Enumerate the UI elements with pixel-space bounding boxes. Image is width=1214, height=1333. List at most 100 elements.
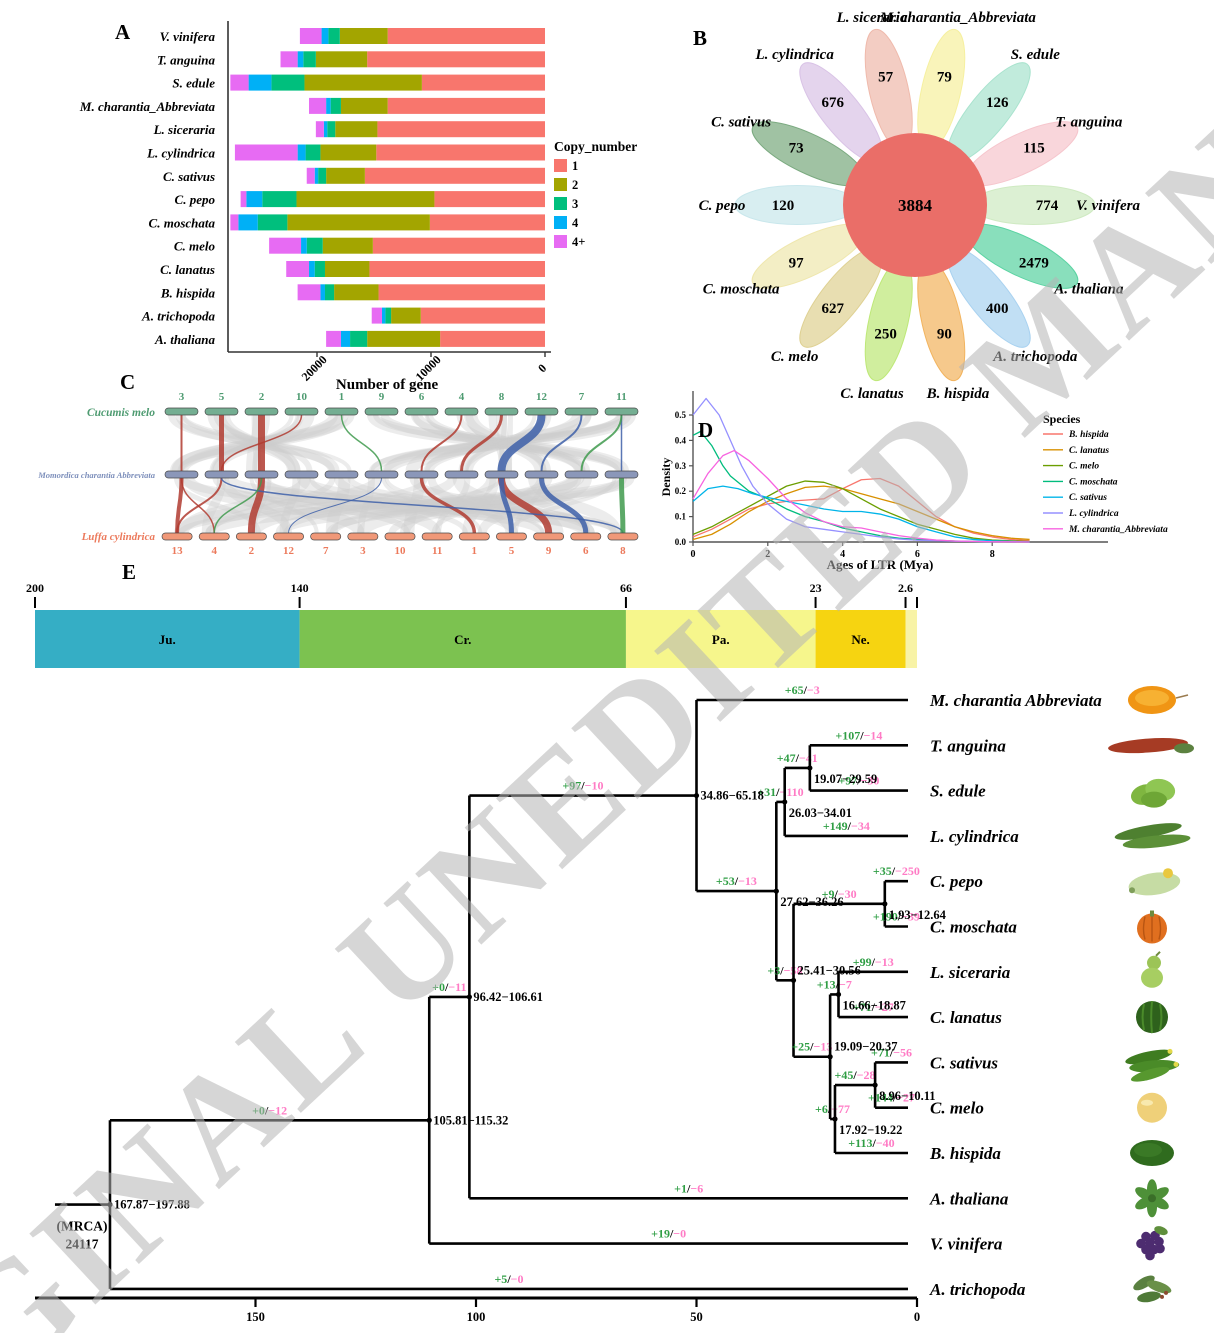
branch-gain-loss-label: +65/−3 xyxy=(785,683,820,697)
synteny-link xyxy=(209,477,336,534)
bar-category-label: L. cylindrica xyxy=(146,146,215,161)
legend-item-label: 4 xyxy=(572,216,579,230)
x-axis-tick-label: 2 xyxy=(765,549,770,560)
tree-node-dot xyxy=(466,994,472,1000)
synteny-link xyxy=(309,477,468,534)
chromosome-number: 3 xyxy=(179,391,185,403)
synteny-link xyxy=(247,477,265,534)
chromosome-bar xyxy=(524,407,559,416)
chromosome-number: 10 xyxy=(395,545,407,557)
synteny-link xyxy=(411,413,590,473)
tree-node-dot xyxy=(882,901,888,907)
synteny-link xyxy=(212,476,410,535)
petal-species-label: C. pepo xyxy=(699,198,746,214)
branch-gain-loss-label: +13/−7 xyxy=(817,977,852,991)
legend-title: Species xyxy=(1043,412,1081,426)
bar-segment xyxy=(299,28,322,44)
node-age-range-label: 25.41−30.56 xyxy=(798,963,861,977)
chromosome-bar xyxy=(284,470,319,479)
synteny-link xyxy=(249,477,319,534)
branch-gain-loss-label: +53/−13 xyxy=(716,874,757,888)
synteny-link xyxy=(357,477,375,534)
bar-segment xyxy=(371,307,382,324)
synteny-link xyxy=(177,476,311,535)
petal-species-label: L. cylindrica xyxy=(755,47,835,63)
panel-d-letter: D xyxy=(698,418,714,442)
bar-segment xyxy=(234,144,298,161)
y-axis-tick-label: 0.1 xyxy=(675,512,687,522)
chromosome-bar xyxy=(484,470,519,479)
synteny-link xyxy=(177,413,355,473)
legend-item-label: C. moschata xyxy=(1069,477,1118,487)
density-curve xyxy=(692,449,1030,543)
bar-category-label: C. pepo xyxy=(175,192,216,207)
bar-segment xyxy=(320,284,325,301)
chromosome-number: 2 xyxy=(259,391,265,403)
legend-item-label: L. cylindrica xyxy=(1068,509,1119,519)
venn-center-circle xyxy=(843,133,987,277)
chromosome-bar xyxy=(324,407,359,416)
synteny-link xyxy=(325,477,351,534)
synteny-link xyxy=(180,477,215,534)
bar-segment xyxy=(340,330,351,347)
tree-leaf-label: C. lanatus xyxy=(930,1008,1002,1027)
bar-segment xyxy=(378,284,545,301)
chromosome-number: 7 xyxy=(323,545,329,557)
grapes-shape xyxy=(1145,1237,1155,1248)
branch-gain-loss-label: +0/−11 xyxy=(432,980,466,994)
synteny-link xyxy=(497,414,546,472)
time-axis-tick-label: 100 xyxy=(467,1310,486,1324)
legend-item-label: M. charantia_Abbreviata xyxy=(1068,525,1168,535)
chromosome-bar xyxy=(235,532,267,541)
x-axis-tick-label: 0 xyxy=(535,361,549,375)
bar-segment xyxy=(369,261,545,277)
synteny-link xyxy=(619,477,626,534)
bar-segment xyxy=(440,330,545,347)
bar-segment xyxy=(306,167,315,184)
synteny-link xyxy=(426,413,581,473)
branch-gain-loss-label: +9/−30 xyxy=(822,887,857,901)
bar-segment xyxy=(367,330,441,347)
panel-a-copy-number-chart: V. vinifera T. anguina S. edule M. charanti… xyxy=(79,21,637,393)
chromosome-bar xyxy=(458,532,490,541)
bar-category-label: C. sativus xyxy=(163,169,215,184)
legend-item-label: 3 xyxy=(572,197,578,211)
tree-node-dot xyxy=(807,765,813,771)
petal-value: 120 xyxy=(772,198,795,214)
tree-leaf-label: B. hispida xyxy=(929,1144,1001,1163)
panel-b-petal-venn: 3884 79 M. charantia_Abbreviata 126 S. edule… xyxy=(699,10,1141,402)
bar-segment xyxy=(246,191,263,208)
legend-swatch xyxy=(554,159,567,172)
synteny-species-label: Cucumis melo xyxy=(87,407,155,419)
chromosome-bar xyxy=(161,532,193,541)
y-axis-tick-label: 0.5 xyxy=(675,410,687,420)
bar-segment xyxy=(377,121,545,138)
petal-species-label: S. edule xyxy=(1011,47,1061,63)
chromosome-number: 9 xyxy=(379,391,385,403)
synteny-link xyxy=(329,476,553,535)
bar-segment xyxy=(391,307,421,324)
legend-swatch xyxy=(554,197,567,210)
snake-gourd-image xyxy=(1108,738,1194,754)
x-axis-title: Number of gene xyxy=(336,377,439,393)
chromosome-number: 5 xyxy=(219,391,225,403)
bar-segment xyxy=(385,307,392,324)
branch-gain-loss-label: +19/−0 xyxy=(651,1227,686,1241)
tree-node-dot xyxy=(782,799,788,805)
synteny-link xyxy=(423,413,592,473)
synteny-link xyxy=(462,477,500,534)
density-curve xyxy=(692,480,1030,543)
chromosome-bar xyxy=(607,532,639,541)
bar-segment xyxy=(335,121,378,138)
synteny-link xyxy=(326,476,624,535)
bar-category-label: C. melo xyxy=(174,239,216,254)
tree-node-dot xyxy=(832,1116,838,1122)
chromosome-number: 1 xyxy=(472,545,478,557)
petal-value: 250 xyxy=(874,327,897,343)
bar-category-label: A. trichopoda xyxy=(141,309,215,324)
bar-segment xyxy=(327,121,336,138)
petal-value: 57 xyxy=(878,69,894,85)
bar-category-label: A. thaliana xyxy=(154,332,215,347)
timescale-segment-label: Ne. xyxy=(851,632,869,647)
chromosome-bar xyxy=(564,407,599,416)
